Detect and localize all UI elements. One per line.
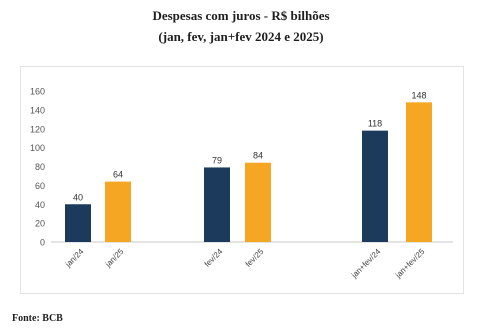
y-tick-label: 160 [30,87,45,97]
bar-chart: 0 20 40 60 80 100 120 140 160 40 jan/24 64 jan/25 79 f… [30,87,453,281]
x-tick-label: jan+fev/25 [393,247,427,281]
x-tick-label: jan/24 [63,247,86,270]
bar-jan-24 [65,204,91,242]
y-tick-label: 40 [35,200,45,210]
y-tick-label: 60 [35,181,45,191]
bar-fev-25 [245,162,271,242]
y-tick-label: 100 [30,143,45,153]
data-label: 148 [411,90,426,100]
x-tick-label: jan/25 [103,247,126,270]
bar-fev-24 [204,167,230,242]
chart-subtitle: (jan, fev, jan+fev 2024 e 2025) [158,29,324,44]
chart-area: 0 20 40 60 80 100 120 140 160 40 jan/24 64 jan/25 79 f… [20,66,464,294]
data-label: 40 [73,192,83,202]
y-tick-label: 140 [30,105,45,115]
y-tick-label: 80 [35,162,45,172]
data-label: 84 [253,151,263,161]
source-note: Fonte: BCB [12,313,63,324]
data-label: 79 [212,155,222,165]
y-tick-label: 0 [40,238,45,248]
chart-title: Despesas com juros - R$ bilhões [152,8,330,23]
bar-jan-25 [105,181,131,242]
x-tick-label: jan+fev/24 [349,247,383,281]
bar-jan-fev-25 [406,102,432,242]
y-tick-label: 120 [30,124,45,134]
data-label: 64 [113,170,123,180]
data-label: 118 [368,119,382,129]
y-tick-label: 20 [35,219,45,229]
x-tick-label: fev/24 [203,247,225,269]
bar-jan-fev-24 [362,130,388,242]
x-tick-label: fev/25 [244,247,266,269]
